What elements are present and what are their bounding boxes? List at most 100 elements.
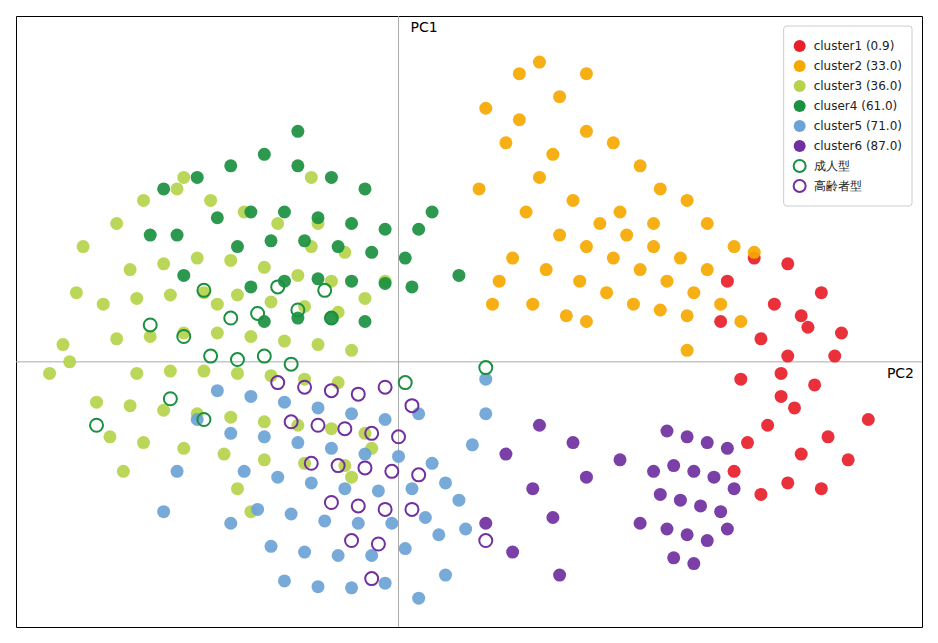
plot-frame [17,16,923,17]
point [754,332,767,345]
series [473,56,761,357]
point [741,436,754,449]
point [231,288,244,301]
series [714,252,875,501]
point [412,223,425,236]
point [721,523,734,536]
point [647,240,660,253]
point [332,240,345,253]
series [479,419,740,582]
point [278,574,291,587]
point [379,503,392,516]
point [312,401,325,414]
point [171,182,184,195]
point [110,217,123,230]
legend-swatch [794,180,806,192]
point [781,257,794,270]
point [265,234,278,247]
point [298,381,311,394]
point [620,229,633,242]
point [580,315,593,328]
point [144,229,157,242]
point [345,344,358,357]
plot-area [16,16,922,627]
point [405,503,418,516]
point [43,367,56,380]
point [285,358,298,371]
point [385,517,398,530]
point [258,350,271,363]
point [312,580,325,593]
legend-label: cluster6 (87.0) [814,139,902,153]
point [352,388,365,401]
axis-line [17,627,923,628]
point [197,365,210,378]
point [627,298,640,311]
chart: PC1PC2cluster1 (0.9)cluster2 (33.0)clust… [0,0,938,643]
point [332,549,345,562]
point [318,514,331,527]
point [218,448,231,461]
point [439,569,452,582]
point [291,269,304,282]
point [681,528,694,541]
legend-item: cluser4 (61.0) [794,99,898,113]
point [224,159,237,172]
point [701,534,714,547]
point [305,476,318,489]
point [405,482,418,495]
point [312,211,325,224]
point [305,171,318,184]
point [171,229,184,242]
legend-item: cluster3 (36.0) [794,79,902,93]
legend-swatch [794,100,806,112]
point [352,517,365,530]
point [728,240,741,253]
point [372,537,385,550]
point [258,415,271,428]
point [634,263,647,276]
point [660,425,673,438]
point [486,298,499,311]
point [325,442,338,455]
point [358,461,371,474]
legend-swatch [794,160,806,172]
point [828,350,841,363]
point [278,335,291,348]
point [526,298,539,311]
point [634,517,647,530]
point [513,113,526,126]
series [144,125,466,328]
point [560,309,573,322]
point [533,419,546,432]
point [271,376,284,389]
point [439,476,452,489]
point [392,430,405,443]
point [258,261,271,274]
point [647,465,660,478]
point [251,503,264,516]
point [258,148,271,161]
legend-label: 高齢者型 [814,179,862,193]
point [654,182,667,195]
point [191,252,204,265]
point [224,427,237,440]
point [298,234,311,247]
point [244,390,257,403]
point [687,286,700,299]
legend-box [784,26,912,206]
point [721,442,734,455]
legend-item: cluster5 (71.0) [794,119,902,133]
point [660,523,673,536]
legend-label: cluster1 (0.9) [814,39,895,53]
point [399,252,412,265]
legend-label: cluster5 (71.0) [814,119,902,133]
point [171,465,184,478]
point [540,263,553,276]
point [526,482,539,495]
point [419,511,432,524]
point [546,511,559,524]
point [674,252,687,265]
legend: cluster1 (0.9)cluster2 (33.0)cluster3 (3… [784,26,912,206]
point [157,257,170,270]
